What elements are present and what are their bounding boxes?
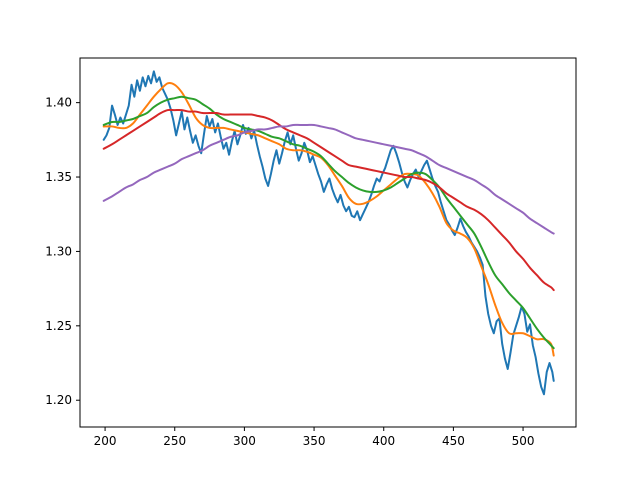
x-axis: 200 250 300 350 400 450 500 [94, 427, 535, 448]
y-tick-label: 1.20 [45, 393, 72, 407]
x-tick-label: 400 [372, 434, 395, 448]
y-tick-label: 1.25 [45, 319, 72, 333]
x-tick-label: 350 [303, 434, 326, 448]
series-line-ma-longest [102, 123, 555, 235]
series-line-ma-long [102, 108, 555, 292]
series-line-ma-medium [102, 95, 555, 350]
x-tick-label: 300 [233, 434, 256, 448]
y-tick-label: 1.35 [45, 170, 72, 184]
x-tick-label: 250 [163, 434, 186, 448]
y-tick-label: 1.30 [45, 244, 72, 258]
y-tick-label: 1.40 [45, 96, 72, 110]
series-line-ma-short [102, 82, 555, 357]
x-tick-label: 500 [512, 434, 535, 448]
series-line-price [102, 70, 555, 396]
y-axis: 1.20 1.25 1.30 1.35 1.40 [45, 96, 80, 407]
axes-frame [79, 57, 577, 428]
plot-area [102, 70, 555, 396]
x-tick-label: 450 [442, 434, 465, 448]
x-tick-label: 200 [94, 434, 117, 448]
